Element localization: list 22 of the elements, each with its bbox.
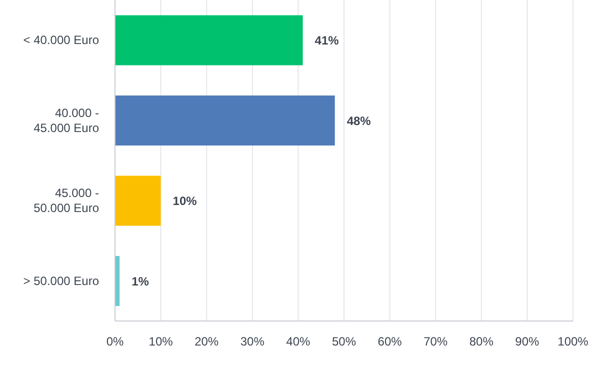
bar <box>115 15 303 66</box>
y-tick-label: < 40.000 Euro <box>23 33 100 48</box>
x-tick-label: 60% <box>378 334 402 349</box>
bar <box>115 176 161 226</box>
x-tick-label: 90% <box>515 334 540 349</box>
bar <box>115 96 335 146</box>
data-label: 41% <box>314 34 340 48</box>
x-tick-label: 20% <box>194 334 219 349</box>
x-tick-label: 30% <box>240 334 265 349</box>
y-tick-label: > 50.000 Euro <box>23 274 100 288</box>
data-label: 1% <box>132 274 150 288</box>
y-tick-label: 40.000 - 45.000 Euro <box>34 106 100 135</box>
x-tick-label: 10% <box>148 334 174 349</box>
x-tick-label: 50% <box>332 334 356 349</box>
x-tick-label: 80% <box>469 334 494 349</box>
data-label: 10% <box>172 194 198 208</box>
x-tick-label: 40% <box>286 334 311 349</box>
x-tick-label: 70% <box>424 334 448 349</box>
x-tick-label: 100% <box>558 334 589 349</box>
data-label: 48% <box>346 114 372 128</box>
y-tick-label: 45.000 - 50.000 Euro <box>34 186 100 216</box>
x-tick-label: 0% <box>106 334 124 349</box>
